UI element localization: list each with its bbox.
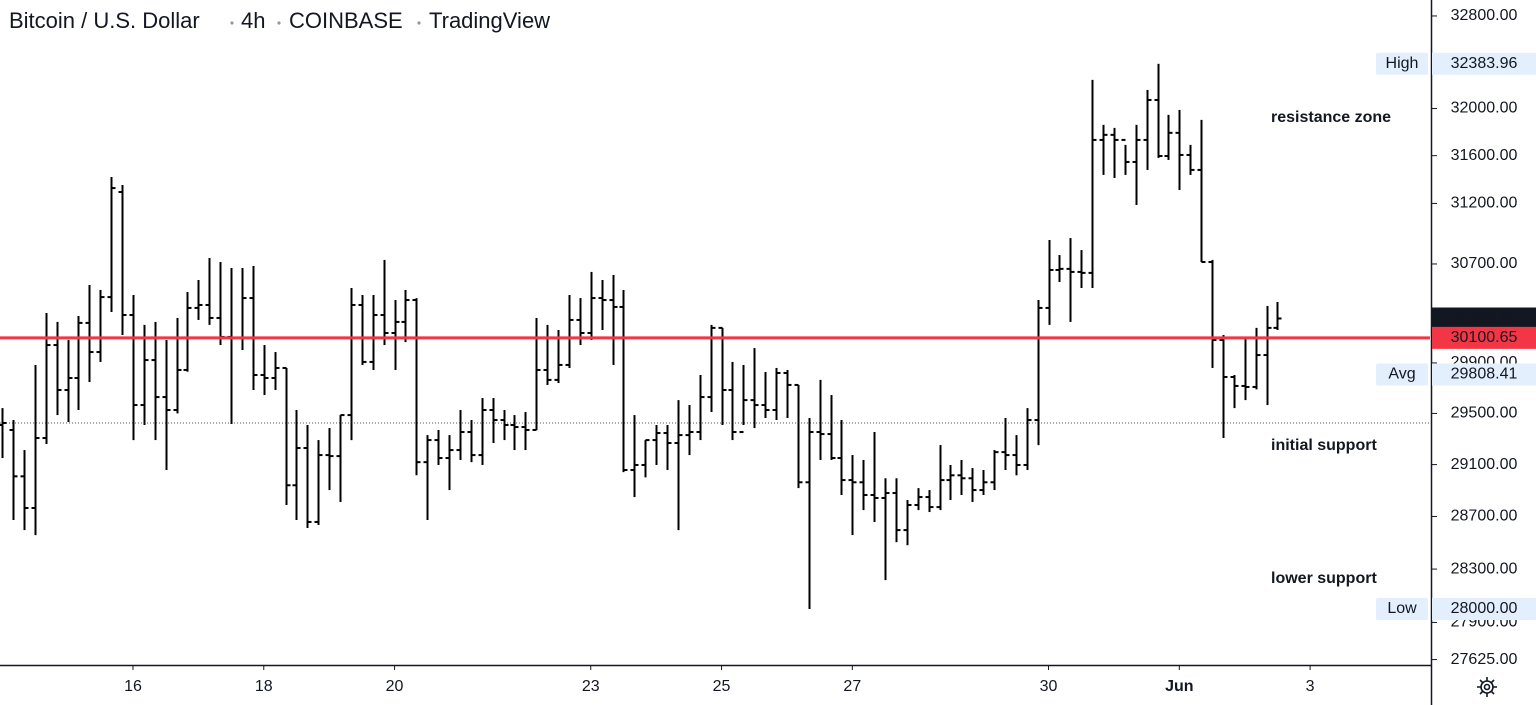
y-tick-label: 32800.00 <box>1451 7 1518 24</box>
last-price-label: 30256.62 <box>1451 310 1518 327</box>
y-tick-label: 28700.00 <box>1451 508 1518 525</box>
x-tick-label: 23 <box>582 678 600 695</box>
marker-value-box <box>1432 598 1536 621</box>
y-tick-label: 29500.00 <box>1451 405 1518 422</box>
marker-value-box <box>1432 52 1536 75</box>
marker-value-label: 29808.41 <box>1451 366 1518 383</box>
interval: 4h <box>241 8 265 33</box>
marker-name: Avg <box>1388 366 1415 383</box>
x-tick-label: 30 <box>1040 678 1058 695</box>
symbol-title: Bitcoin / U.S. Dollar <box>9 8 200 33</box>
y-tick-label: 31200.00 <box>1451 195 1518 212</box>
settings-icon[interactable] <box>1477 677 1497 697</box>
last-price-box <box>1432 307 1536 330</box>
y-tick-label: 27625.00 <box>1451 651 1518 668</box>
annotation: resistance zone <box>1271 109 1391 126</box>
marker-name-box <box>1376 363 1428 386</box>
marker-value-label: 28000.00 <box>1451 600 1518 617</box>
annotation: lower support <box>1271 570 1377 587</box>
x-tick-label: 3 <box>1306 678 1315 695</box>
marker-value-box <box>1432 363 1536 386</box>
price-axis: 32800.00 32000.00 31600.00 31200.00 30700.00… <box>1432 7 1536 668</box>
exchange: COINBASE <box>289 8 403 33</box>
separator <box>417 21 421 25</box>
y-tick-label: 31600.00 <box>1451 147 1518 164</box>
price-line-box <box>1432 326 1536 349</box>
marker-name: High <box>1386 55 1419 72</box>
y-tick-label: 32000.00 <box>1451 100 1518 117</box>
y-tick-label: 29100.00 <box>1451 456 1518 473</box>
x-tick-label: 18 <box>255 678 273 695</box>
y-tick-label: 28300.00 <box>1451 560 1518 577</box>
annotation: initial support <box>1271 437 1377 454</box>
y-tick-label: 30700.00 <box>1451 255 1518 272</box>
marker-value-label: 32383.96 <box>1451 55 1518 72</box>
x-tick-label: 20 <box>386 678 404 695</box>
x-tick-label: 16 <box>124 678 142 695</box>
x-tick-label: Jun <box>1165 678 1193 695</box>
marker-name-box <box>1376 52 1428 75</box>
plot-area <box>0 63 1430 610</box>
marker-name-box <box>1376 598 1428 621</box>
marker-name: Low <box>1387 600 1417 617</box>
source: TradingView <box>429 8 550 33</box>
x-tick-label: 27 <box>843 678 861 695</box>
price-line-label: 30100.65 <box>1451 329 1518 346</box>
x-tick-label: 25 <box>713 678 731 695</box>
separator <box>277 21 281 25</box>
separator <box>230 21 234 25</box>
